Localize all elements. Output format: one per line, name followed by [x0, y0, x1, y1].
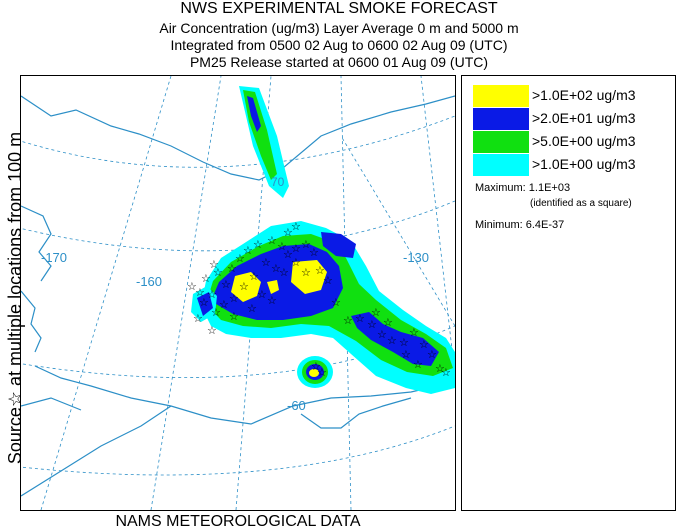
source-star-marker: ☆ — [401, 349, 411, 361]
source-star-marker: ☆ — [419, 339, 429, 351]
source-star-marker: ☆ — [229, 293, 239, 305]
concentration-subtitle: Air Concentration (ug/m3) Layer Average … — [159, 20, 519, 36]
source-star-marker: ☆ — [427, 349, 437, 361]
map-canvas: ☆☆☆☆☆☆☆☆☆☆ ☆ ☆ ☆☆☆ ☆☆☆☆☆ ☆☆☆☆ ☆ ☆☆☆ ☆☆☆☆ ☆ ☆☆ ☆ ☆☆☆☆… — [10, 75, 456, 511]
source-star-marker: ☆ — [311, 361, 321, 373]
source-star-marker: ☆ — [249, 271, 259, 283]
legend-panel: >1.0E+02 ug/m3 >2.0E+01 ug/m3 >5.0E+00 u… — [461, 75, 676, 511]
source-star-marker: ☆ — [193, 313, 203, 325]
source-star-marker: ☆ — [383, 317, 393, 329]
source-star-marker: ☆ — [221, 279, 231, 291]
legend-swatch-blue — [473, 108, 529, 130]
source-star-marker: ☆ — [377, 329, 387, 341]
legend-label-blue: >2.0E+01 ug/m3 — [532, 110, 636, 126]
legend-label-green: >5.0E+00 ug/m3 — [532, 133, 636, 149]
smoke-map: ☆ ☆ ☆ ☆ ☆ ☆ ☆ ☆ ☆ ☆ ☆ ☆ ☆ ☆ ☆ ☆ ☆ ☆ ☆ ☆ ☆ ☆ ☆ ☆ ☆ ☆ ☆ ☆ ☆ ☆ ☆ ☆ ☆ ☆ ☆ ☆ ☆ ☆ ☆ ☆… — [10, 75, 456, 511]
source-star-marker: ☆ — [409, 327, 419, 339]
source-star-marker: ☆ — [343, 315, 353, 327]
source-star-marker: ☆ — [331, 297, 341, 309]
lat-label-70: 70 — [271, 175, 285, 189]
source-star-marker: ☆ — [355, 313, 365, 325]
source-star-marker: ☆ — [227, 263, 237, 275]
source-star-marker: ☆ — [253, 239, 263, 251]
source-star-marker: ☆ — [207, 325, 217, 337]
western-smoke — [191, 286, 217, 322]
source-star-marker: ☆ — [209, 259, 219, 271]
source-star-marker: ☆ — [435, 363, 445, 375]
source-star-marker: ☆ — [239, 281, 249, 293]
source-star-marker: ☆ — [261, 257, 271, 269]
source-star-marker: ☆ — [199, 297, 209, 309]
source-star-marker: ☆ — [301, 267, 311, 279]
coastline — [20, 95, 456, 497]
source-star-marker: ☆ — [267, 235, 277, 247]
source-star-marker: ☆ — [243, 245, 253, 257]
source-star-marker: ☆ — [323, 275, 333, 287]
lon-label-170: -170 — [41, 250, 67, 265]
minimum-value: Minimum: 6.4E-37 — [475, 219, 565, 231]
source-star-marker: ☆ — [277, 241, 287, 253]
smoke-cloud — [201, 221, 455, 394]
source-star-marker: ☆ — [387, 335, 397, 347]
source-star-marker: ☆ — [283, 227, 293, 239]
source-star-marker: ☆ — [291, 257, 301, 269]
source-star-marker: ☆ — [187, 281, 197, 293]
source-star-marker: ☆ — [315, 265, 325, 277]
source-star-marker: ☆ — [271, 263, 281, 275]
source-star-marker: ☆ — [219, 299, 229, 311]
source-star-marker: ☆ — [211, 307, 221, 319]
source-star-marker: ☆ — [399, 337, 409, 349]
source-star-marker: ☆ — [367, 319, 377, 331]
southern-smoke — [297, 356, 333, 388]
source-star-marker: ☆ — [309, 247, 319, 259]
source-star-marker: ☆ — [247, 303, 257, 315]
lon-label-160: -160 — [136, 274, 162, 289]
legend-swatch-yellow — [473, 85, 529, 107]
source-star-marker: ☆ — [301, 239, 311, 251]
source-star-marker: ☆ — [291, 243, 301, 255]
source-star-marker: ☆ — [257, 289, 267, 301]
source-star-marker: ☆ — [213, 267, 223, 279]
fire-source-markers: ☆☆☆☆☆☆☆☆☆☆ ☆ ☆ ☆☆☆ ☆☆☆☆☆ ☆☆☆☆ ☆ ☆☆☆ ☆☆☆☆ ☆ ☆☆ ☆ ☆☆☆☆… — [187, 221, 451, 379]
source-star-marker: ☆ — [267, 295, 277, 307]
legend-label-yellow: >1.0E+02 ug/m3 — [532, 87, 636, 103]
source-star-marker: ☆ — [317, 367, 327, 379]
source-star-marker: ☆ — [201, 273, 211, 285]
source-star-marker: ☆ — [441, 367, 451, 379]
source-star-marker: ☆ — [207, 289, 217, 301]
lon-label-130: -130 — [403, 250, 429, 265]
legend-label-cyan: >1.0E+00 ug/m3 — [532, 156, 636, 172]
source-star-marker: ☆ — [413, 359, 423, 371]
legend-swatch-green — [473, 131, 529, 153]
source-star-marker: ☆ — [195, 287, 205, 299]
source-star-marker: ☆ — [235, 253, 245, 265]
lon-label-60: -60 — [287, 398, 306, 413]
release-start: PM25 Release started at 0600 01 Aug 09 (… — [189, 54, 489, 70]
arctic-plume — [239, 86, 289, 198]
source-star-marker: ☆ — [279, 267, 289, 279]
maximum-value: Maximum: 1.1E+03 — [475, 182, 571, 194]
source-star-marker: ☆ — [229, 311, 239, 323]
integration-period: Integrated from 0500 02 Aug to 0600 02 A… — [170, 37, 508, 53]
forecast-title: NWS EXPERIMENTAL SMOKE FORECAST — [180, 0, 498, 17]
maximum-note: (identified as a square) — [530, 198, 632, 209]
source-star-marker: ☆ — [371, 307, 381, 319]
met-data-footer: NAMS METEOROLOGICAL DATA — [115, 513, 361, 530]
source-star-marker: ☆ — [283, 249, 293, 261]
source-star-marker: ☆ — [291, 221, 301, 233]
legend-swatch-cyan — [473, 154, 529, 176]
